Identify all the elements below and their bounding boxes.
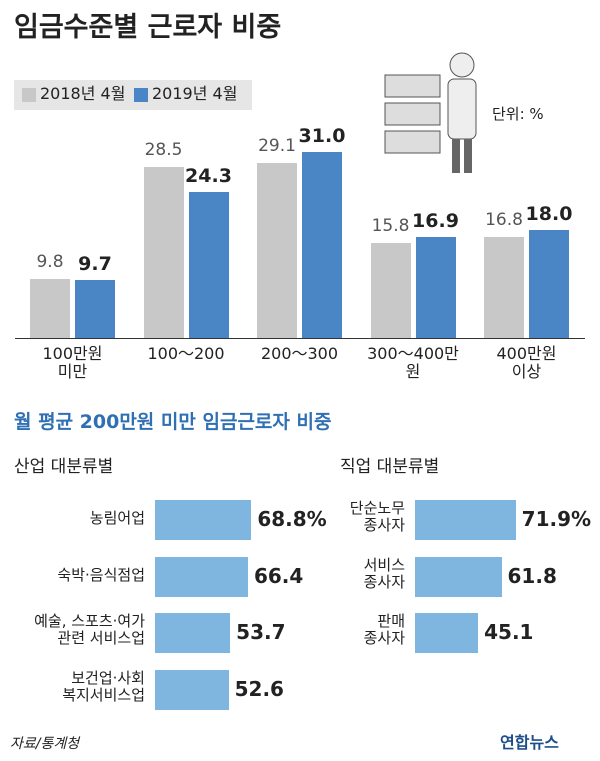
legend <box>14 80 252 110</box>
legend-label: 2019년 4월 <box>152 84 238 103</box>
value-label: 71.9% <box>521 507 592 531</box>
baseline <box>15 338 585 339</box>
chart-subtitle: 직업 대분류별 <box>340 457 440 477</box>
bar <box>415 613 479 653</box>
value-label: 66.4 <box>253 563 304 588</box>
bar <box>155 556 248 597</box>
category-label: 서비스 종사자 <box>363 555 405 591</box>
bar <box>529 230 569 338</box>
value-label: 45.1 <box>484 620 534 644</box>
x-tick-label: 400만원 이상 <box>496 344 557 382</box>
bar <box>30 279 70 338</box>
value-label: 9.8 <box>36 252 64 273</box>
category-label: 단순노무 종사자 <box>349 499 405 535</box>
value-label: 61.8 <box>507 563 557 588</box>
source: 자료/통계청 <box>10 736 80 752</box>
illustration <box>384 52 477 173</box>
chart-subtitle: 산업 대분류별 <box>14 457 114 477</box>
legend-swatch <box>22 88 36 102</box>
logo: 연합뉴스 <box>500 733 559 752</box>
bar <box>188 192 229 338</box>
bar <box>415 500 516 540</box>
category-label: 예술, 스포츠·여가 관련 서비스업 <box>34 612 145 648</box>
value-label: 31.0 <box>298 125 346 147</box>
value-label: 9.7 <box>78 252 112 275</box>
section-title: 월 평균 200만원 미만 임금근로자 비중 <box>14 411 332 433</box>
x-tick-label: 100～200 <box>147 344 225 363</box>
bar <box>484 237 524 338</box>
x-tick-label: 300～400만원 <box>367 344 459 382</box>
bar <box>257 163 297 338</box>
value-label: 53.7 <box>236 620 286 644</box>
value-label: 28.5 <box>144 140 183 160</box>
legend-label: 2018년 4월 <box>40 84 126 103</box>
chart-title: 임금수준별 근로자 비중 <box>14 12 282 43</box>
bar <box>155 669 229 710</box>
value-label: 16.9 <box>412 209 459 232</box>
x-tick-label: 200～300 <box>260 344 339 363</box>
bar <box>370 243 411 338</box>
bar <box>143 167 184 338</box>
bar <box>75 279 115 338</box>
category-label: 판매 종사자 <box>363 612 405 648</box>
legend-swatch <box>134 88 148 102</box>
value-label: 52.6 <box>234 676 284 701</box>
bar <box>155 500 252 540</box>
bar <box>415 236 456 338</box>
category-label: 숙박·음식점업 <box>57 565 145 584</box>
value-label: 68.8% <box>257 507 327 531</box>
bar <box>155 613 231 653</box>
value-label: 16.8 <box>485 210 523 231</box>
value-label: 18.0 <box>525 203 573 225</box>
category-label: 보건업·사회 복지서비스업 <box>62 668 145 704</box>
x-tick-label: 100만원 미만 <box>42 344 103 382</box>
value-label: 29.1 <box>258 136 296 157</box>
bar <box>415 556 502 597</box>
value-label: 15.8 <box>371 216 410 237</box>
unit-label: 단위: % <box>492 105 544 123</box>
category-label: 농림어업 <box>89 509 145 527</box>
bar <box>302 152 342 338</box>
value-label: 24.3 <box>185 165 232 188</box>
